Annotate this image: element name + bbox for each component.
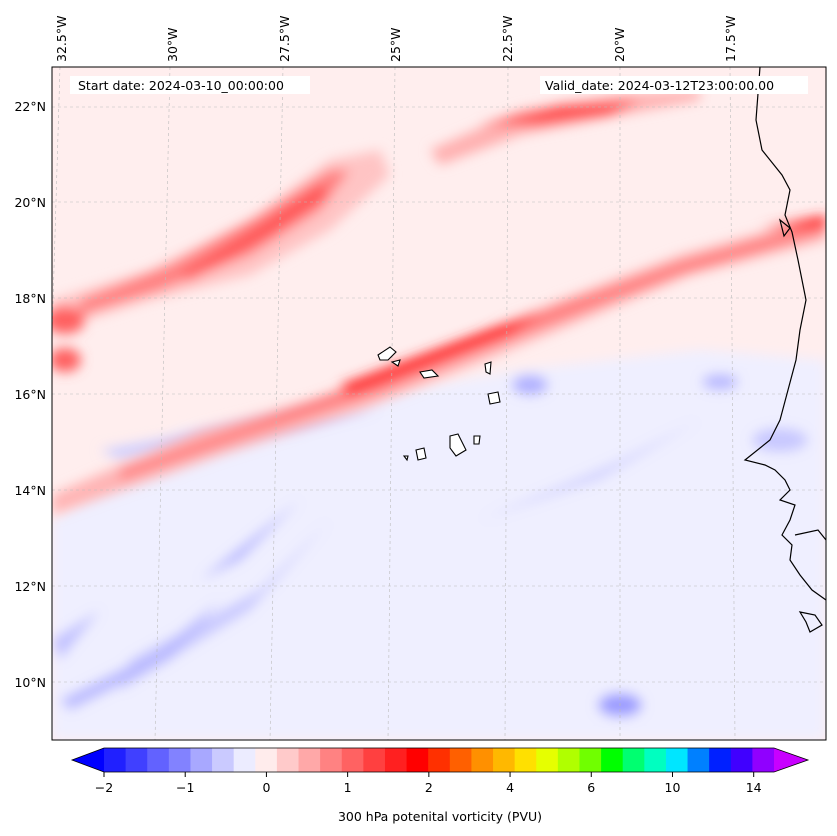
colorbar-cell: [730, 748, 753, 772]
colorbar-cell: [125, 748, 148, 772]
colorbar-cell: [493, 748, 516, 772]
colorbar-cell: [363, 748, 386, 772]
colorbar-cell: [190, 748, 213, 772]
colorbar-cell: [147, 748, 170, 772]
colorbar-cell: [557, 748, 581, 772]
colorbar-cell: [622, 748, 645, 772]
positive-pv-region: [52, 90, 826, 515]
colorbar-tick-label: −1: [176, 780, 194, 795]
colorbar-tick-label: 4: [506, 780, 514, 795]
colorbar-cell: [471, 748, 494, 772]
colorbar-cell: [601, 748, 624, 772]
colorbar-cell: [428, 748, 451, 772]
colorbar-cell: [665, 748, 689, 772]
start-date-label: Start date: 2024-03-10_00:00:00: [78, 78, 284, 93]
colorbar-cell: [709, 748, 732, 772]
lon-label: 27.5°W: [277, 16, 292, 62]
islands: [377, 346, 501, 462]
colorbar-cell: [514, 748, 537, 772]
colorbar-cell: [752, 748, 775, 772]
colorbar-label: 300 hPa potenital vorticity (PVU): [338, 809, 542, 824]
graticule: [52, 67, 826, 740]
colorbar-cell: [341, 748, 364, 772]
colorbar-tick-label: 1: [344, 780, 352, 795]
lat-label: 22°N: [14, 99, 46, 114]
map-frame: [51, 66, 827, 741]
extend-max-arrow-icon: [774, 748, 808, 772]
lat-label: 14°N: [14, 483, 46, 498]
valid-date-label: Valid_date: 2024-03-12T23:00:00.00: [545, 78, 774, 93]
lon-label: 25°W: [388, 27, 403, 62]
start-date-box: [70, 76, 310, 94]
colorbar-tick-label: 2: [425, 780, 433, 795]
colorbar-tick-label: 0: [262, 780, 270, 795]
colorbar: −2 −1 0 1 2 4 6 10 14 300 hPa potenital vorticit…: [70, 747, 810, 824]
valid-date-box: [540, 76, 808, 94]
lat-label: 16°N: [14, 387, 46, 402]
extend-min-arrow-icon: [72, 748, 104, 772]
lat-label: 10°N: [14, 675, 46, 690]
colorbar-cells: [104, 748, 775, 772]
lat-label: 12°N: [14, 579, 46, 594]
colorbar-cell: [384, 748, 408, 772]
colorbar-cell: [687, 748, 710, 772]
colorbar-cell: [212, 748, 235, 772]
colorbar-tick-label: 10: [665, 780, 681, 795]
colorbar-tick-label: 14: [746, 780, 762, 795]
colorbar-cell: [536, 748, 559, 772]
colorbar-cell: [255, 748, 278, 772]
colorbar-cell: [168, 748, 192, 772]
colorbar-cell: [233, 748, 256, 772]
lon-label: 17.5°W: [723, 16, 738, 62]
colorbar-tick-label: −2: [95, 780, 113, 795]
lon-label: 30°W: [165, 27, 180, 62]
colorbar-cell: [320, 748, 343, 772]
lon-label: 22.5°W: [500, 16, 515, 62]
colorbar-cell: [644, 748, 667, 772]
longitude-labels: 32.5°W 30°W 27.5°W 25°W 22.5°W 20°W 17.5…: [54, 16, 738, 62]
colorbar-tick-label: 6: [587, 780, 595, 795]
colorbar-cell: [449, 748, 473, 772]
colorbar-cell: [276, 748, 300, 772]
latitude-labels: 22°N 20°N 18°N 16°N 14°N 12°N 10°N: [14, 99, 46, 690]
colorbar-cell: [579, 748, 602, 772]
colorbar-cell: [406, 748, 429, 772]
colorbar-cell: [298, 748, 321, 772]
map-panel[interactable]: [40, 67, 826, 740]
lat-label: 20°N: [14, 195, 46, 210]
colorbar-ticks: −2 −1 0 1 2 4 6 10 14: [95, 772, 762, 795]
lat-label: 18°N: [14, 291, 46, 306]
coastline: [743, 67, 826, 633]
colorbar-cell: [104, 748, 127, 772]
lon-label: 20°W: [612, 27, 627, 62]
lon-label: 32.5°W: [54, 16, 69, 62]
